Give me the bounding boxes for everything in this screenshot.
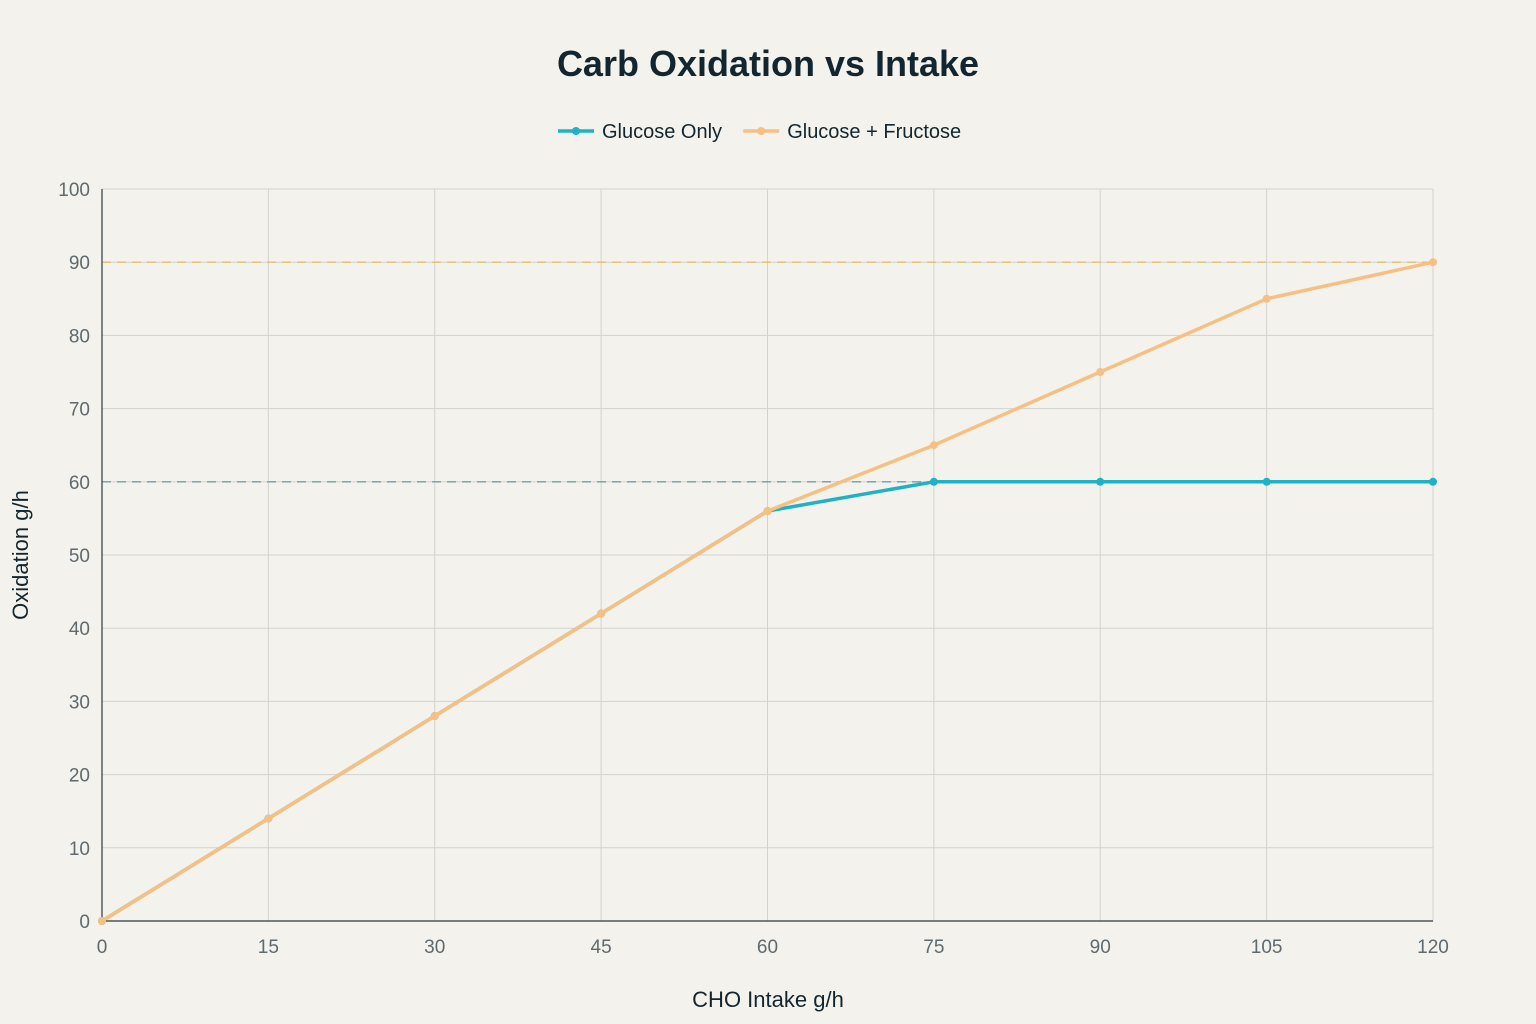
y-tick-label: 0 (79, 912, 90, 933)
data-point (1096, 477, 1105, 486)
data-point (597, 609, 606, 618)
reference-lines (102, 261, 1433, 483)
tick-labels: 0 10 20 30 40 50 60 70 80 90 100 0 15 30 45 60 75 90 105 12… (58, 180, 1449, 958)
legend-label: Glucose + Fructose (787, 121, 961, 143)
y-tick-label: 50 (69, 546, 90, 567)
data-point (1429, 477, 1437, 486)
x-tick-label: 0 (97, 937, 108, 958)
data-point (1262, 477, 1271, 486)
y-tick-label: 40 (69, 619, 90, 640)
x-tick-label: 60 (757, 937, 778, 958)
x-tick-label: 120 (1417, 937, 1449, 958)
legend: Glucose Only Glucose + Fructose (558, 121, 961, 143)
data-point (430, 712, 439, 721)
y-tick-label: 30 (69, 692, 90, 713)
data-point (929, 477, 938, 486)
x-tick-label: 45 (591, 937, 612, 958)
legend-marker (572, 127, 580, 135)
data-point (264, 814, 273, 823)
legend-marker (757, 127, 766, 135)
y-axis-label: Oxidation g/h (8, 490, 33, 620)
y-tick-label: 100 (58, 180, 90, 201)
x-tick-label: 30 (424, 937, 445, 958)
x-tick-label: 105 (1251, 937, 1283, 958)
grid (102, 188, 1434, 921)
y-tick-label: 10 (69, 839, 90, 860)
y-tick-label: 70 (69, 400, 90, 421)
chart-title: Carb Oxidation vs Intake (557, 43, 979, 84)
y-tick-label: 20 (69, 766, 90, 787)
axes (101, 189, 1433, 922)
data-point (98, 917, 106, 925)
data-point (1429, 258, 1437, 267)
x-tick-label: 15 (258, 937, 279, 958)
data-point (1262, 294, 1271, 303)
y-tick-label: 60 (69, 473, 90, 494)
series-group (98, 258, 1437, 925)
data-point (929, 441, 938, 450)
x-tick-label: 90 (1090, 937, 1111, 958)
x-axis-label: CHO Intake g/h (692, 987, 844, 1012)
y-tick-label: 90 (69, 253, 90, 274)
legend-label: Glucose Only (602, 121, 722, 143)
legend-item-1[interactable]: Glucose Only (558, 121, 722, 143)
y-tick-label: 80 (69, 326, 90, 347)
x-tick-label: 75 (923, 937, 944, 958)
data-point (763, 507, 772, 516)
legend-item-2[interactable]: Glucose + Fructose (743, 121, 961, 143)
data-point (1096, 368, 1105, 376)
